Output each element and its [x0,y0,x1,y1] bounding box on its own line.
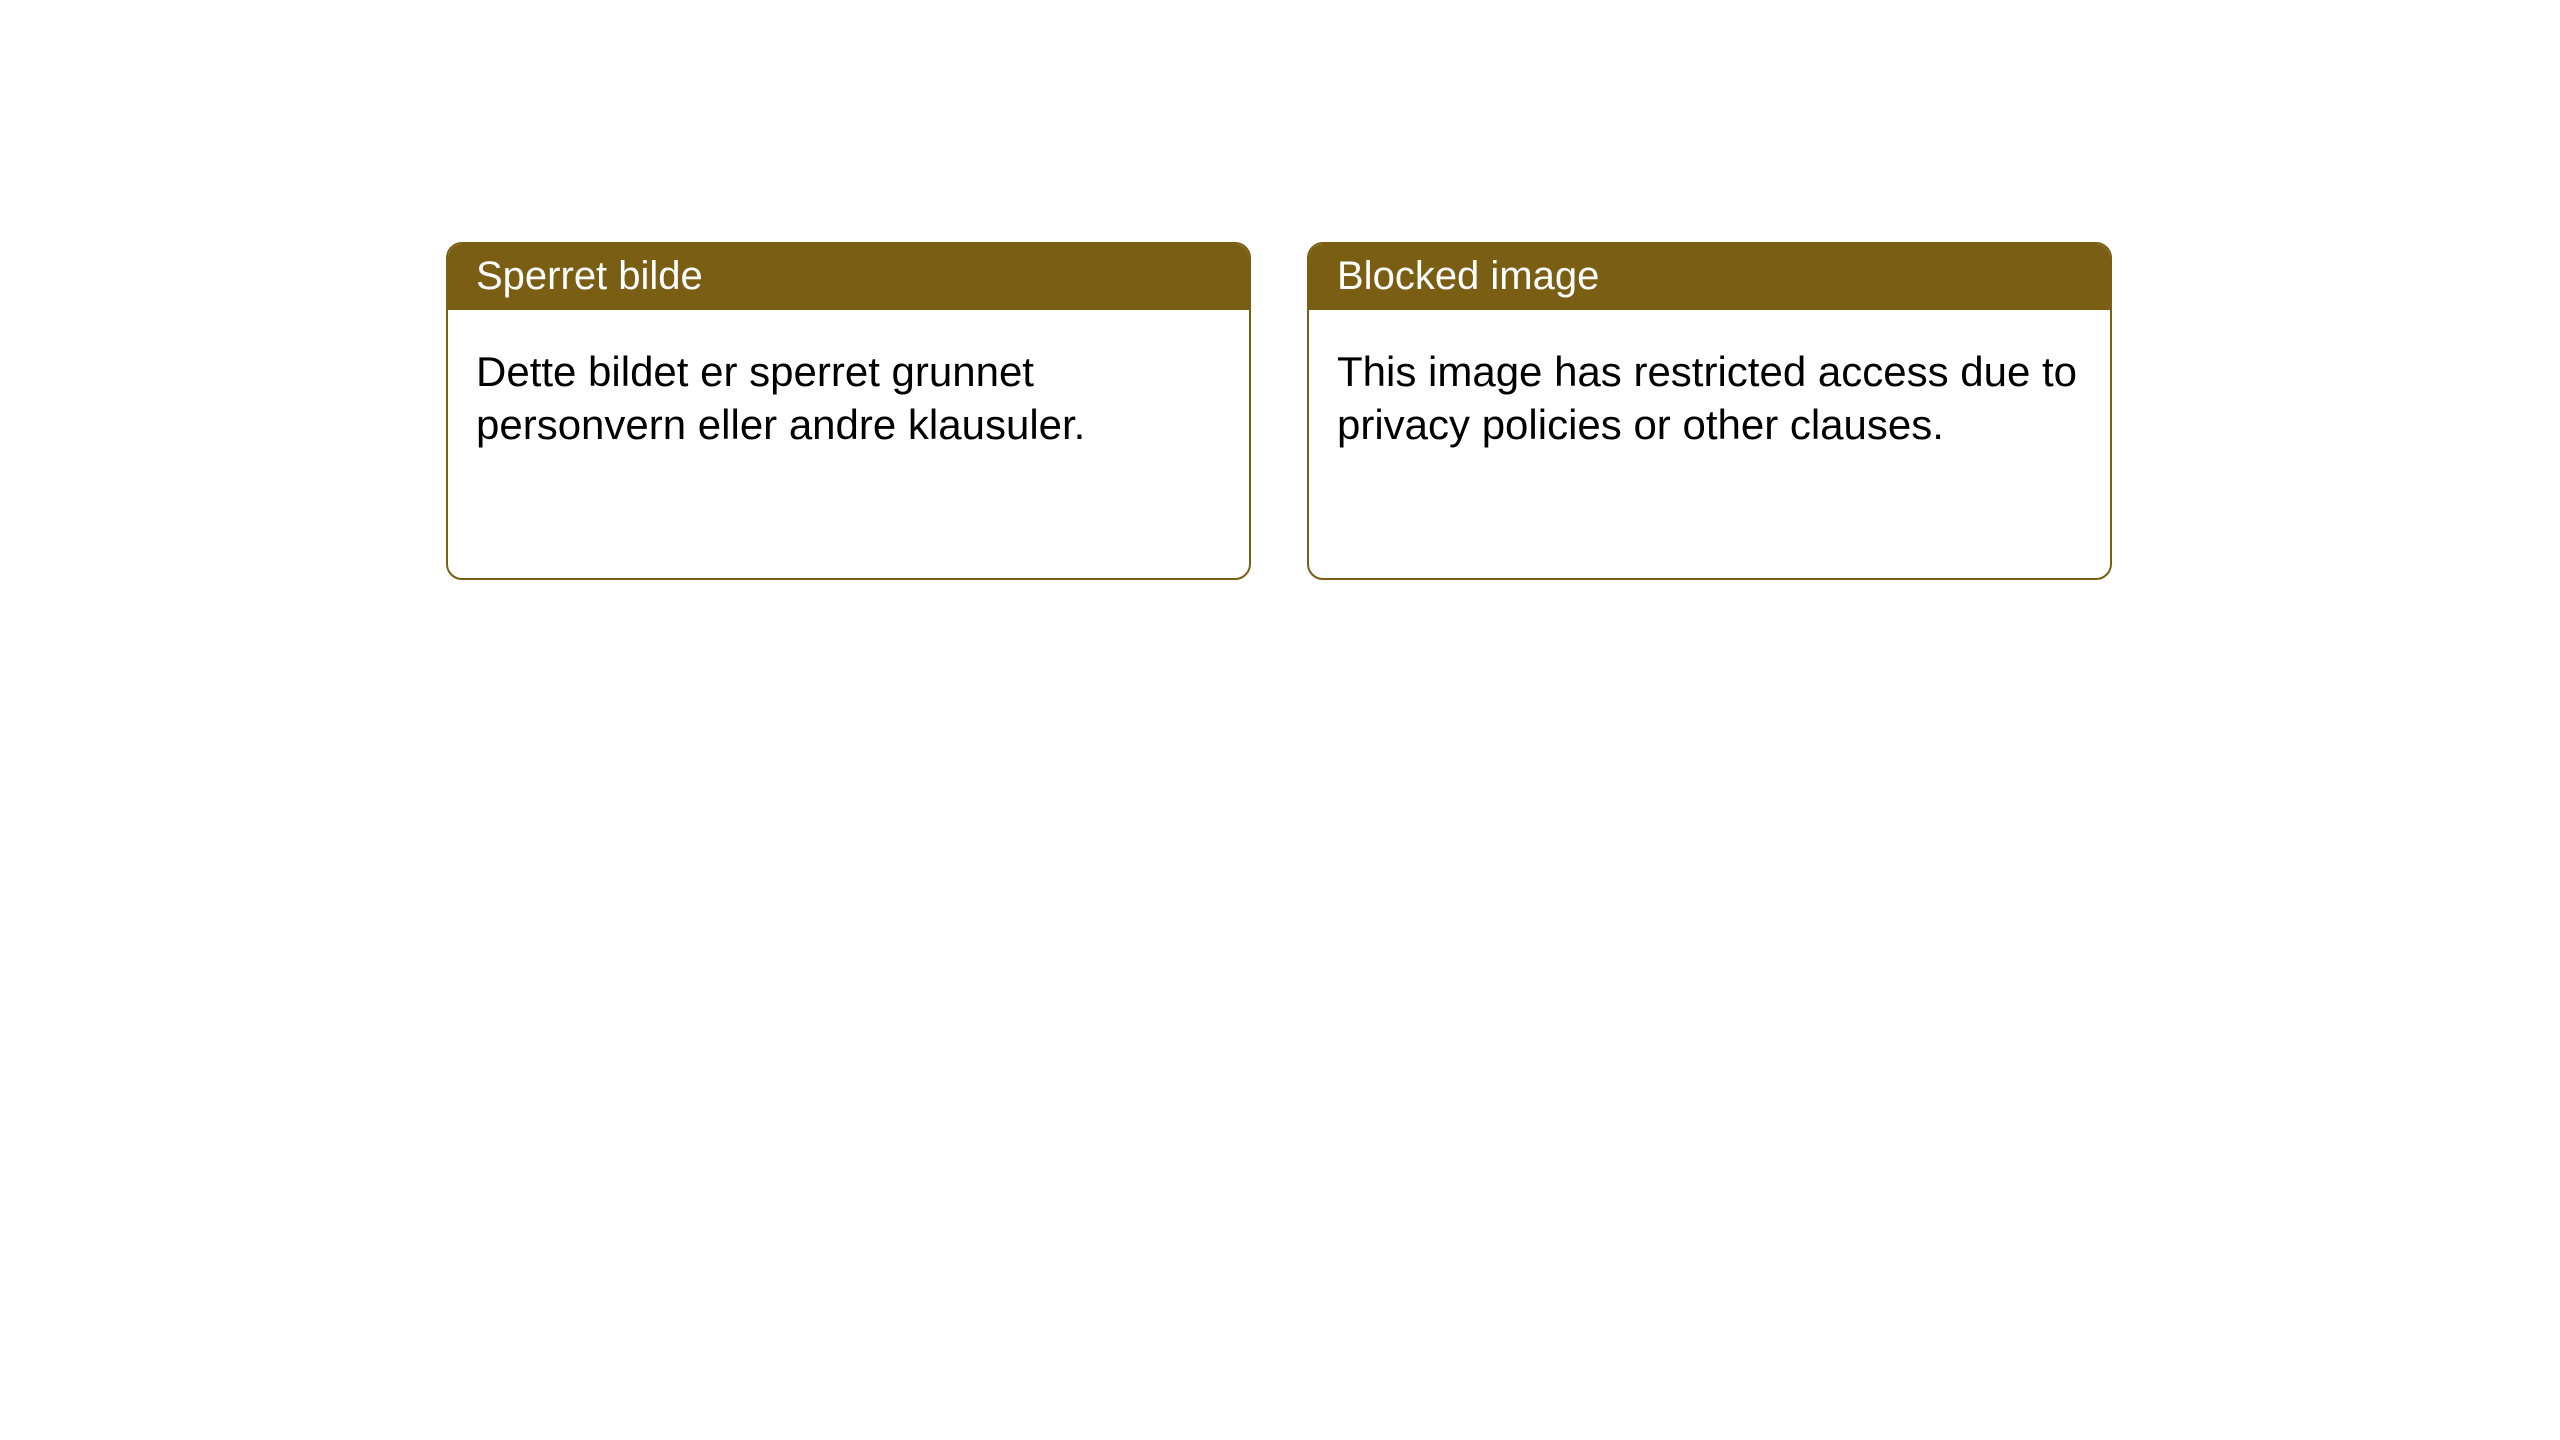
card-body-norwegian: Dette bildet er sperret grunnet personve… [448,310,1249,479]
card-header-english: Blocked image [1309,244,2110,310]
card-body-english: This image has restricted access due to … [1309,310,2110,479]
card-header-text: Blocked image [1337,254,1599,298]
notice-card-norwegian: Sperret bilde Dette bildet er sperret gr… [446,242,1251,580]
card-header-norwegian: Sperret bilde [448,244,1249,310]
card-header-text: Sperret bilde [476,254,703,298]
notice-container: Sperret bilde Dette bildet er sperret gr… [0,0,2560,580]
card-body-text: Dette bildet er sperret grunnet personve… [476,346,1221,451]
card-body-text: This image has restricted access due to … [1337,346,2082,451]
notice-card-english: Blocked image This image has restricted … [1307,242,2112,580]
